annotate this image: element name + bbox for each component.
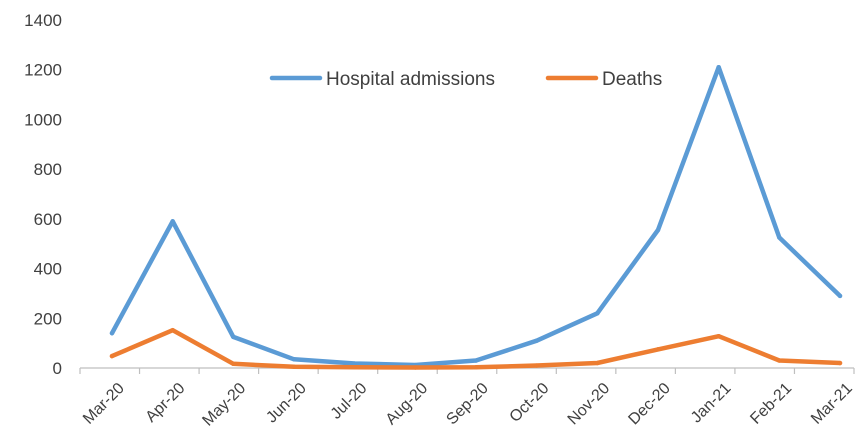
y-tick-label: 600: [34, 210, 62, 229]
data-point: [231, 361, 236, 366]
x-tick-label: Dec-20: [625, 380, 674, 429]
data-point: [655, 347, 661, 352]
data-point: [655, 227, 661, 233]
x-tick-label: Sep-20: [443, 380, 492, 429]
x-tick-label: Oct-20: [507, 380, 553, 426]
data-point: [109, 331, 115, 336]
legend: Hospital admissions Deaths: [269, 69, 662, 90]
data-point: [231, 334, 236, 340]
legend-item: Deaths: [545, 69, 662, 90]
x-tick-label: Mar-20: [80, 380, 128, 428]
legend-item: Hospital admissions: [269, 69, 495, 90]
data-point: [716, 65, 721, 70]
x-tick-label: Aug-20: [383, 380, 432, 429]
data-point: [352, 365, 357, 370]
x-tick-label: Jan-21: [688, 380, 735, 427]
legend-label: Hospital admissions: [326, 69, 495, 90]
data-point: [837, 293, 843, 299]
data-point: [473, 365, 479, 370]
x-tick-label: Nov-20: [565, 380, 614, 429]
y-tick-label: 1200: [24, 61, 62, 80]
x-tick-label: May-20: [199, 380, 249, 430]
y-axis: 0 200 400 600 800 1000 1200 1400: [24, 11, 62, 378]
data-point: [837, 360, 843, 366]
data-point: [716, 333, 721, 339]
data-point: [595, 360, 600, 366]
y-tick-label: 200: [34, 309, 62, 328]
data-point: [534, 363, 539, 368]
series-line-hospital-admissions: [109, 64, 843, 368]
data-point: [595, 311, 600, 316]
y-tick-label: 1000: [24, 110, 62, 129]
x-tick-label: Feb-21: [747, 380, 795, 428]
data-point: [170, 328, 175, 333]
x-tick-label: Jun-20: [263, 380, 310, 427]
x-tick-label: Jul-20: [328, 380, 371, 423]
y-tick-label: 800: [34, 160, 62, 179]
x-axis: Mar-20 Apr-20 May-20 Jun-20 Jul-20 Aug-20 Sep-…: [79, 367, 856, 430]
data-point: [170, 219, 175, 224]
data-point: [352, 361, 357, 366]
data-point: [291, 364, 297, 369]
y-tick-label: 1400: [24, 11, 62, 30]
x-tick-label: Mar-21: [808, 380, 856, 428]
data-point: [291, 357, 297, 362]
data-point: [109, 353, 115, 359]
series-layer: [109, 64, 843, 370]
data-point: [777, 235, 782, 240]
data-point: [473, 358, 479, 363]
legend-label: Deaths: [602, 69, 662, 90]
data-point: [777, 358, 782, 363]
y-tick-label: 0: [53, 359, 62, 378]
data-point: [413, 365, 418, 370]
data-point: [534, 338, 539, 343]
x-tick-label: Apr-20: [143, 380, 189, 426]
y-tick-label: 400: [34, 260, 62, 279]
